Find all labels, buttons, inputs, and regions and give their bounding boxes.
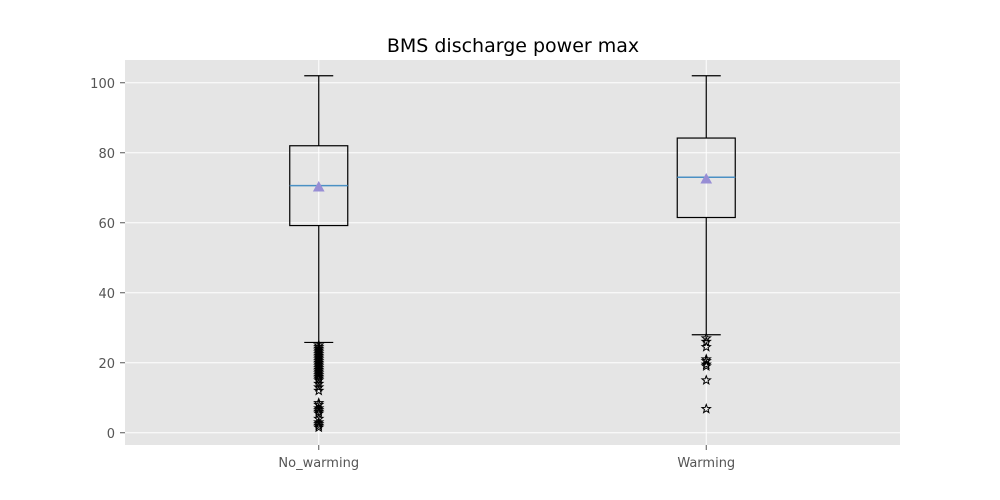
outlier-point [313,384,325,396]
outlier-point [700,332,712,344]
outlier-point [313,404,325,415]
box-series [289,75,736,433]
y-tick-label: 40 [98,287,115,302]
outlier-point [700,403,712,414]
x-axis-ticks: No_warming Warming [278,445,735,471]
y-tick-label: 80 [98,147,115,162]
outlier-point [700,341,712,352]
outlier-point [700,360,712,372]
chart-title: BMS discharge power max [387,35,639,57]
outlier-point [313,381,325,393]
y-tick-label: 60 [98,217,115,232]
x-tick-label: No_warming [278,456,359,471]
outlier-point [313,418,325,429]
mean-marker [312,181,325,192]
outlier-point [313,419,325,431]
outlier-point [313,421,325,433]
y-tick-label: 100 [90,77,115,92]
box-warming [676,75,736,414]
outlier-point [700,358,712,370]
outlier-point [700,374,712,386]
y-tick-label: 0 [107,427,115,442]
grid-lines [125,60,900,445]
y-tick-label: 20 [98,357,115,372]
x-tick-label: Warming [677,456,735,471]
plot-area [125,60,900,445]
box-no-warming [289,75,349,433]
y-axis-ticks: 0 20 40 60 80 100 [90,77,125,442]
mean-marker [700,172,713,184]
